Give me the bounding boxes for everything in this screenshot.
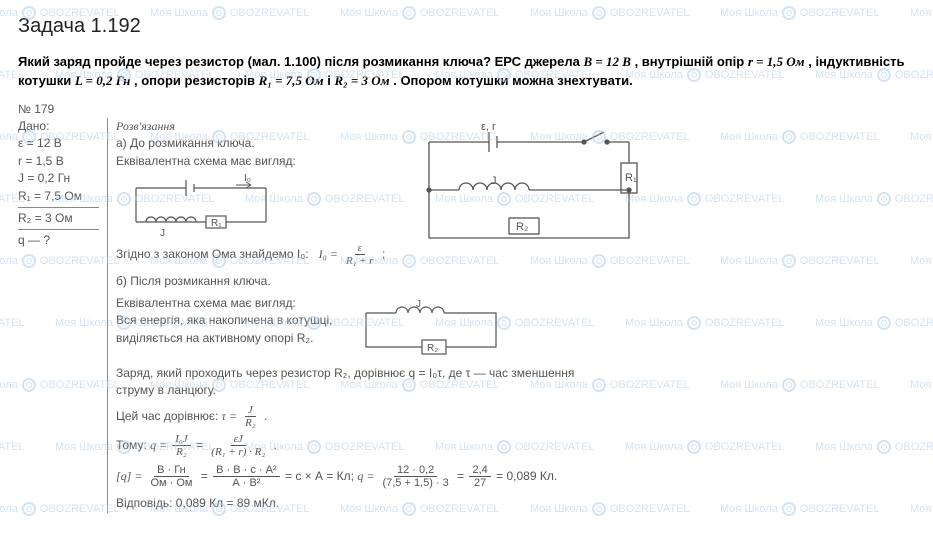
problem-mid3: , опори резисторів [134, 73, 259, 88]
tau-lhs: τ = [222, 408, 240, 422]
solve-eq-text: Еквівалентна схема має вигляд: [116, 153, 385, 170]
divider [18, 207, 99, 208]
divider [18, 229, 99, 230]
solve-charge2: струму в ланцюгу. [116, 382, 915, 399]
I0-lhs: I₀ = [319, 247, 341, 261]
tau-text: Цей час дорівнює: [116, 408, 222, 422]
label-Jb: J [416, 299, 421, 310]
calc-lhs: q = [357, 469, 377, 483]
label-J: J [160, 228, 165, 238]
solve-head: Розв'язання [116, 118, 385, 135]
q-frac1: I₀J R₂ [172, 433, 190, 458]
circuit-main: ε, r J R₁ R₂ [399, 118, 659, 258]
tomu: Тому: [116, 438, 150, 452]
label-er: ε, r [481, 121, 496, 133]
label-R1: R₁ [211, 218, 222, 229]
problem-mid1: , внутрішній опір [635, 54, 748, 69]
solve-a: а) До розмикання ключа. [116, 135, 385, 152]
problem-R1: R₁ = 7,5 Ом [259, 73, 324, 88]
document-content: Задача 1.192 Який заряд пройде через рез… [0, 0, 933, 525]
circuit-a: I₀ J R₁ [116, 170, 286, 238]
label-I0: I₀ [244, 173, 251, 184]
problem-r: r = 1,5 Ом [748, 54, 805, 69]
dim-lhs: [q] = [116, 469, 145, 483]
problem-R2: R₂ = 3 Ом [334, 73, 389, 88]
problem-tail: . Опором котушки можна знехтувати. [393, 73, 633, 88]
solve-block: Розв'язання а) До розмикання ключа. Екві… [116, 118, 915, 512]
answer: Відповідь: 0,089 Кл = 89 мКл. [116, 495, 915, 512]
given-r: r = 1,5 В [18, 153, 99, 170]
problem-emf: B = 12 В [583, 54, 631, 69]
given-label: Дано: [18, 118, 99, 135]
solve-energy: Вся енергія, яка накопичена в котушці, [116, 312, 332, 329]
solve-b: б) Після розмикання ключа. [116, 273, 915, 290]
problem-pre: Який заряд пройде через резистор (мал. 1… [18, 54, 583, 69]
given-J: J = 0,2 Гн [18, 170, 99, 187]
calc-frac2: 2,4 27 [469, 464, 490, 489]
solve-charge: Заряд, який проходить через резистор R₂,… [116, 365, 915, 382]
solve-ohm: Згідно з законом Ома знайдемо I₀: [116, 247, 309, 261]
label-R1b: R₁ [625, 172, 637, 184]
calc-frac1: 12 · 0,2 (7,5 + 1,5) · 3 [379, 464, 451, 489]
given-R2: R₂ = 3 Ом [18, 210, 99, 227]
I0-frac: ε R₁ + r [343, 242, 377, 267]
given-block: Дано: ε = 12 В r = 1,5 В J = 0,2 Гн R₁ =… [18, 118, 108, 512]
solution-area: Дано: ε = 12 В r = 1,5 В J = 0,2 Гн R₁ =… [18, 118, 915, 512]
q-lhs: q = [150, 438, 170, 452]
q-frac2: εJ (R₁ + r) · R₂ [208, 433, 268, 458]
dim-tail: = с × А = Кл; [285, 469, 357, 483]
tau-frac: J R₂ [242, 404, 259, 429]
dim-frac1: В · Гн Ом · Ом [147, 464, 195, 489]
title: Задача 1.192 [18, 12, 915, 41]
dim-frac2: В · В · с · А² А · В² [213, 464, 280, 489]
label-J2: J [491, 175, 497, 187]
calc-result: = 0,089 Кл. [496, 469, 557, 483]
problem-L: L = 0,2 Гн [75, 73, 131, 88]
label-R2c: R₂ [427, 343, 438, 354]
given-q: q — ? [18, 232, 99, 249]
given-R1: R₁ = 7,5 Ом [18, 188, 99, 205]
given-e: ε = 12 В [18, 135, 99, 152]
solve-eq-text2: Еквівалентна схема має вигляд: [116, 295, 332, 312]
label-R2b: R₂ [516, 221, 528, 233]
solution-number: № 179 [18, 101, 915, 118]
problem-statement: Який заряд пройде через резистор (мал. 1… [18, 53, 915, 91]
circuit-b: J R₂ [346, 295, 516, 365]
solve-energy2: виділяється на активному опорі R₂. [116, 330, 332, 347]
